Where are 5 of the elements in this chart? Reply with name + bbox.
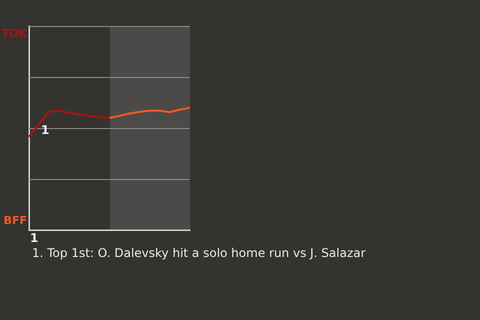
text: 1 <box>30 231 38 245</box>
text: TOK <box>2 27 27 40</box>
text: 1. Top 1st: O. Dalevsky hit a solo home run vs J. Salazar <box>32 245 366 261</box>
annotation: 1 <box>41 122 50 137</box>
text: BFF <box>4 214 27 227</box>
